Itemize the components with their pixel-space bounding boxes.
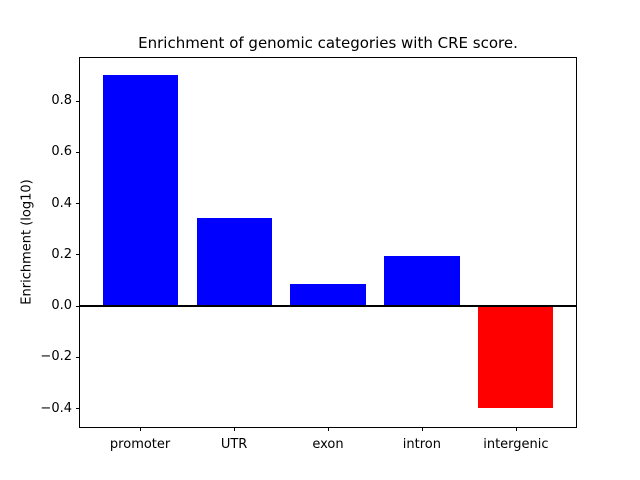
- plot-area: [79, 57, 577, 428]
- bar-UTR: [196, 218, 272, 306]
- y-tick-mark: [76, 408, 80, 409]
- x-tick-mark: [234, 427, 236, 431]
- x-tick-label-intergenic: intergenic: [483, 437, 549, 452]
- x-tick-label-UTR: UTR: [220, 437, 248, 452]
- x-tick-label-intron: intron: [402, 437, 441, 452]
- y-tick-mark: [76, 254, 80, 256]
- x-tick-mark: [515, 427, 517, 431]
- y-tick-label: 0.2: [51, 246, 72, 262]
- y-tick-label: −0.2: [40, 349, 72, 365]
- y-tick-label: 0.4: [51, 195, 72, 211]
- x-tick-label-exon: exon: [312, 437, 344, 452]
- x-tick-mark: [421, 427, 423, 431]
- y-tick-mark: [76, 151, 80, 153]
- bar-intergenic: [478, 305, 554, 408]
- y-tick-label: 0.0: [51, 298, 72, 313]
- y-tick-label: 0.8: [51, 93, 72, 108]
- bar-intron: [384, 255, 460, 306]
- bar-promoter: [102, 74, 178, 306]
- y-tick-mark: [76, 356, 80, 358]
- y-tick-label: 0.6: [51, 144, 72, 160]
- zero-line: [80, 304, 576, 307]
- y-tick-label: −0.4: [40, 400, 72, 416]
- x-tick-mark: [140, 427, 142, 431]
- y-tick-mark: [76, 100, 80, 102]
- bar-exon: [290, 283, 366, 306]
- x-tick-label-promoter: promoter: [109, 437, 171, 452]
- y-tick-mark: [76, 203, 80, 204]
- chart-title: Enrichment of genomic categories with CR…: [138, 34, 518, 52]
- x-tick-mark: [328, 427, 329, 431]
- y-tick-mark: [76, 305, 80, 307]
